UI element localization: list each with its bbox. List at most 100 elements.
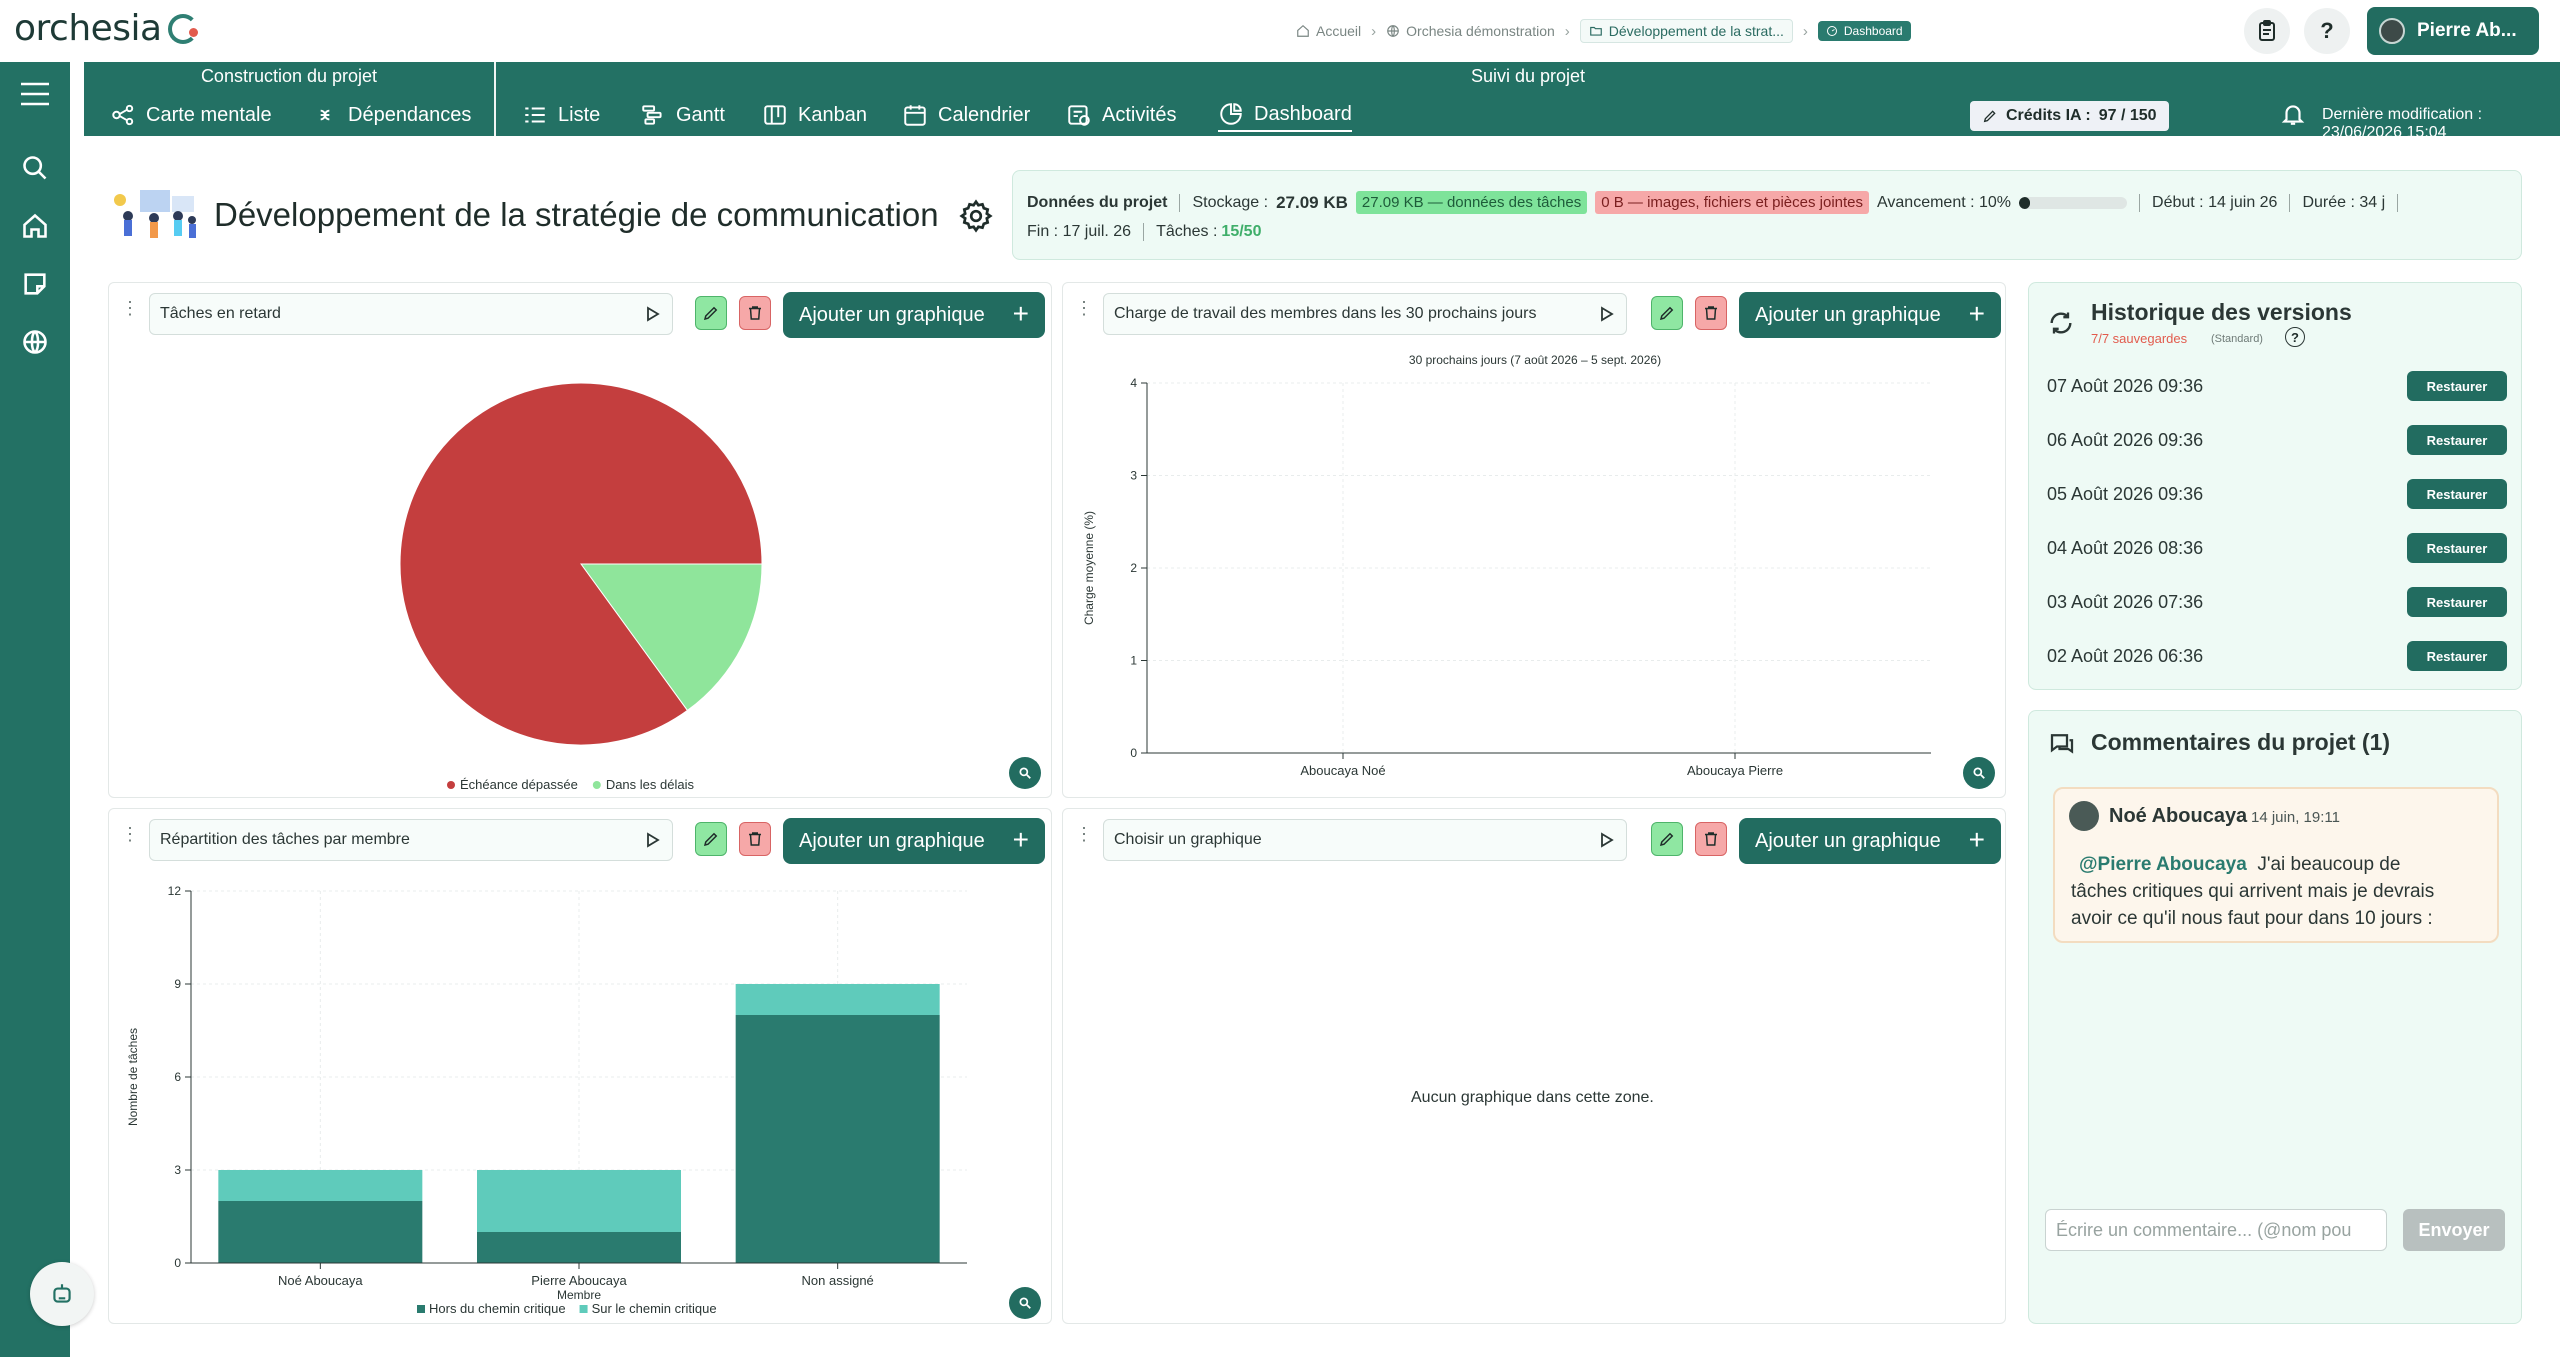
drag-handle-icon[interactable]: ⋮ [1075, 824, 1093, 844]
comment-mention[interactable]: @Pierre Aboucaya [2079, 854, 2247, 875]
pen-icon [1983, 110, 1996, 123]
legend-label: Dans les délais [606, 777, 695, 792]
notifications-button[interactable] [2280, 100, 2306, 130]
send-comment-button[interactable]: Envoyer [2403, 1209, 2505, 1251]
play-icon [647, 832, 660, 848]
clipboard-button[interactable] [2244, 8, 2290, 54]
plus-icon: + [1012, 298, 1029, 329]
edit-chart-button[interactable] [1651, 296, 1683, 330]
divider [1143, 223, 1145, 241]
y-tick-label: 6 [174, 1070, 181, 1084]
version-row: 05 Août 2026 09:36 Restaurer [2047, 477, 2507, 511]
add-chart-button[interactable]: Ajouter un graphique + [783, 818, 1045, 864]
end-date: Fin : 17 juil. 26 [1027, 223, 1132, 240]
chart-select[interactable]: Répartition des tâches par membre [149, 819, 673, 861]
delete-chart-button[interactable] [1695, 296, 1727, 330]
x-tick-label: Aboucaya Pierre [1687, 763, 1783, 778]
tab-liste[interactable]: Liste [522, 98, 600, 132]
add-chart-label: Ajouter un graphique [1755, 303, 1941, 326]
comment-input[interactable]: Écrire un commentaire... (@nom pou [2045, 1209, 2387, 1251]
version-row: 04 Août 2026 08:36 Restaurer [2047, 531, 2507, 565]
version-row: 07 Août 2026 09:36 Restaurer [2047, 369, 2507, 403]
tab-calendrier[interactable]: Calendrier [902, 98, 1030, 132]
zoom-chart-button[interactable] [1009, 757, 1041, 789]
sticky-note-icon [24, 273, 46, 295]
y-tick-label: 4 [1130, 376, 1137, 390]
restore-button[interactable]: Restaurer [2407, 641, 2507, 671]
chart-select[interactable]: Choisir un graphique [1103, 819, 1627, 861]
chart-card-header: ⋮ Tâches en retard Ajouter un graphique + [109, 283, 1051, 347]
add-chart-label: Ajouter un graphique [799, 303, 985, 326]
dashboard-icon [1220, 103, 1242, 125]
progress-bar [2019, 196, 2128, 209]
versions-title: Historique des versions [2091, 299, 2352, 325]
help-button[interactable]: ? [2304, 8, 2350, 54]
notes-button[interactable] [19, 268, 51, 300]
breadcrumb-project[interactable]: Développement de la strat... [1579, 19, 1793, 43]
storage-label: Stockage : [1192, 193, 1269, 211]
breadcrumb-home[interactable]: Accueil [1296, 23, 1361, 39]
logo-swirl-icon [167, 14, 198, 44]
user-menu-button[interactable]: Pierre Ab... [2367, 7, 2539, 55]
tab-carte-mentale[interactable]: Carte mentale [110, 98, 272, 132]
edit-chart-button[interactable] [695, 296, 727, 330]
versions-panel: Historique des versions 7/7 sauvegardes … [2028, 282, 2522, 690]
home-button[interactable] [19, 210, 51, 242]
tab-kanban[interactable]: Kanban [762, 98, 867, 132]
play-icon [1601, 832, 1614, 848]
tasks-value: 15/50 [1221, 223, 1262, 240]
globe-icon [23, 330, 47, 354]
info-icon[interactable]: ? [2285, 327, 2305, 347]
assistant-button[interactable] [30, 1262, 94, 1326]
magnifier-icon [1973, 767, 1985, 779]
comment-body: @Pierre Aboucaya J'ai beaucoup de tâches… [2071, 851, 2489, 932]
version-row: 06 Août 2026 09:36 Restaurer [2047, 423, 2507, 457]
robot-icon [53, 1284, 71, 1303]
chart-card-tasks-by-member: ⋮ Répartition des tâches par membre Ajou… [108, 808, 1052, 1324]
menu-button[interactable] [19, 78, 51, 110]
comment-line-3: avoir ce qu'il nous faut pour dans 10 jo… [2071, 908, 2433, 929]
trash-icon [749, 832, 761, 846]
delete-chart-button[interactable] [1695, 822, 1727, 856]
pencil-icon [703, 832, 718, 847]
delete-chart-button[interactable] [739, 822, 771, 856]
breadcrumb-dashboard-badge[interactable]: Dashboard [1817, 21, 1911, 41]
ai-credits-value: 97 / 150 [2098, 107, 2157, 124]
user-avatar [2379, 18, 2405, 44]
restore-button[interactable]: Restaurer [2407, 533, 2507, 563]
delete-chart-button[interactable] [739, 296, 771, 330]
edit-chart-button[interactable] [1651, 822, 1683, 856]
restore-button[interactable]: Restaurer [2407, 587, 2507, 617]
breadcrumb-workspace[interactable]: Orchesia démonstration [1386, 23, 1555, 39]
globe-button[interactable] [19, 326, 51, 358]
tab-dependances[interactable]: Dépendances [312, 98, 471, 132]
calendar-icon [904, 105, 926, 126]
restore-button[interactable]: Restaurer [2407, 479, 2507, 509]
tab-gantt[interactable]: Gantt [640, 98, 725, 132]
add-chart-button[interactable]: Ajouter un graphique + [783, 292, 1045, 338]
ai-credits-label: Crédits IA : [2006, 107, 2091, 124]
add-chart-button[interactable]: Ajouter un graphique + [1739, 292, 2001, 338]
legend-swatch [417, 1305, 425, 1313]
chart-card-empty: ⋮ Choisir un graphique Ajouter un graphi… [1062, 808, 2006, 1324]
add-chart-button[interactable]: Ajouter un graphique + [1739, 818, 2001, 864]
restore-button[interactable]: Restaurer [2407, 425, 2507, 455]
chart-select-value: Choisir un graphique [1114, 831, 1262, 848]
tab-dashboard[interactable]: Dashboard [1218, 98, 1352, 132]
divider [2289, 193, 2291, 212]
version-row: 02 Août 2026 06:36 Restaurer [2047, 639, 2507, 673]
search-button[interactable] [19, 152, 51, 184]
ai-credits-badge[interactable]: Crédits IA : 97 / 150 [1970, 101, 2169, 131]
project-settings-button[interactable] [958, 198, 994, 234]
app-logo[interactable]: orchesia [14, 8, 198, 49]
zoom-chart-button[interactable] [1963, 757, 1995, 789]
restore-button[interactable]: Restaurer [2407, 371, 2507, 401]
edit-chart-button[interactable] [695, 822, 727, 856]
x-tick-label: Noé Aboucaya [278, 1273, 363, 1288]
tab-activites[interactable]: Activités [1066, 98, 1176, 132]
chart-select[interactable]: Tâches en retard [149, 293, 673, 335]
chart-select[interactable]: Charge de travail des membres dans les 3… [1103, 293, 1627, 335]
project-data-panel: Données du projet Stockage : 27.09 KB 27… [1012, 170, 2522, 260]
y-tick-label: 2 [1130, 561, 1137, 575]
zoom-chart-button[interactable] [1009, 1287, 1041, 1319]
